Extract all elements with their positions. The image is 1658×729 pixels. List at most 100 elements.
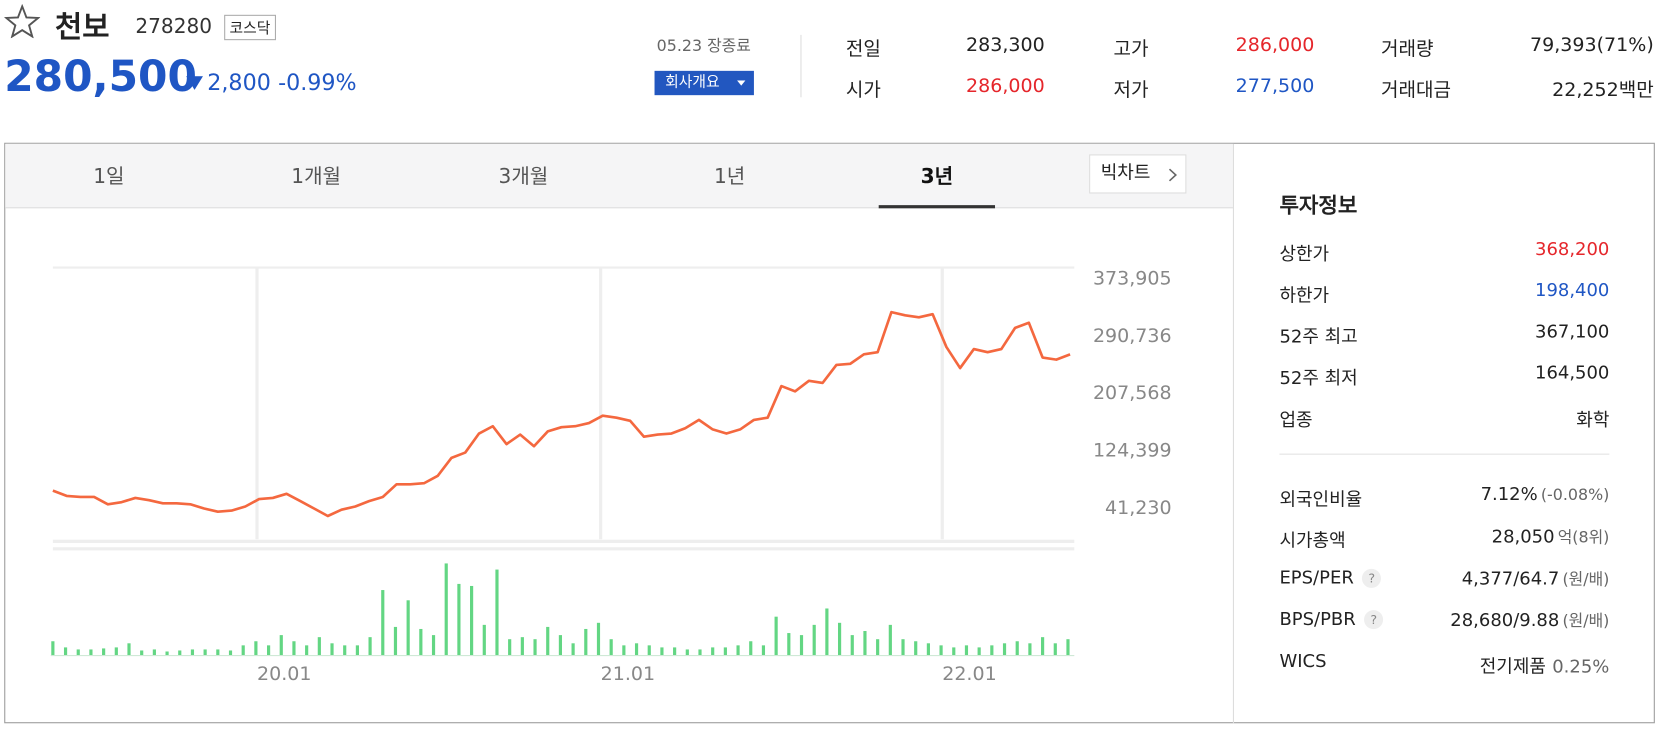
invest-number: 4,377/64.7 xyxy=(1461,568,1560,591)
invest-label: EPS/PER xyxy=(1279,567,1354,589)
x-tick-label: 20.01 xyxy=(257,663,311,685)
invest-value: 화학 xyxy=(1576,405,1609,431)
invest-row: 52주 최저 164,500 xyxy=(1279,363,1609,389)
quote-value: 286,000 xyxy=(966,75,1045,98)
volume-bar xyxy=(102,648,106,656)
invest-label: 업종 xyxy=(1279,410,1313,432)
volume-bar xyxy=(495,569,499,656)
volume-bar xyxy=(685,649,689,656)
invest-label: 시가총액 xyxy=(1279,530,1346,552)
volume-bar xyxy=(305,645,309,656)
volume-bar xyxy=(254,641,258,656)
invest-value: 4,377/64.7 (원/배) xyxy=(1462,568,1610,590)
volume-bar xyxy=(63,647,68,656)
quote-value: 286,000 xyxy=(1235,33,1315,57)
invest-number: 28,050 xyxy=(1491,526,1555,548)
invest-value: 28,050 억(8위) xyxy=(1492,526,1610,548)
invest-row: 상한가 368,200 xyxy=(1279,239,1609,265)
volume-bar xyxy=(89,649,93,656)
volume-bar xyxy=(634,643,639,656)
price-line xyxy=(52,310,1071,518)
invest-note: (원/배) xyxy=(1562,569,1610,589)
volume-bar xyxy=(647,645,651,656)
volume-bar xyxy=(419,628,423,656)
volume-bar xyxy=(812,624,816,656)
volume-bar xyxy=(914,641,918,656)
invest-row: 하한가 198,400 xyxy=(1279,280,1609,306)
invest-row: EPS/PER? 4,377/64.7 (원/배) xyxy=(1279,567,1610,590)
quote-label: 전일 xyxy=(845,38,881,61)
active-tab-underline xyxy=(878,205,996,209)
volume-bar xyxy=(698,649,702,656)
help-icon[interactable]: ? xyxy=(1364,610,1384,630)
x-tick-label: 21.01 xyxy=(601,663,655,685)
price-change: 2,800 xyxy=(207,69,271,96)
chevron xyxy=(1168,168,1178,182)
invest-value: 198,400 xyxy=(1535,280,1609,301)
y-tick-label: 124,399 xyxy=(1093,439,1172,461)
period-tab[interactable]: 1개월 xyxy=(291,164,342,189)
volume-bar xyxy=(431,635,436,656)
volume-bar xyxy=(140,650,144,656)
quote-unit: 백만 xyxy=(1618,79,1654,102)
stock-name: 천보 xyxy=(54,9,110,45)
volume-bar xyxy=(178,650,182,656)
volume-bar xyxy=(622,645,626,656)
volume-bar xyxy=(964,645,969,656)
volume-bar xyxy=(787,633,791,656)
quote-label: 고가 xyxy=(1113,38,1149,61)
period-tab[interactable]: 3년 xyxy=(920,164,954,189)
volume-bar xyxy=(939,645,943,656)
help-icon[interactable]: ? xyxy=(1362,568,1382,588)
invest-row: 업종 화학 xyxy=(1279,405,1609,431)
invest-number: 367,100 xyxy=(1535,321,1610,343)
volume-bar xyxy=(533,639,537,656)
volume-bar xyxy=(761,645,766,656)
divider xyxy=(800,34,802,98)
quote-value: 283,300 xyxy=(966,33,1045,57)
volume-bar xyxy=(952,647,956,656)
invest-number: 164,500 xyxy=(1535,362,1610,384)
y-tick-label: 41,230 xyxy=(1105,497,1172,519)
invest-value: 전기제품 0.25% xyxy=(1479,651,1610,678)
volume-bar xyxy=(114,647,118,656)
stock-code: 278280 xyxy=(135,14,213,39)
volume-bar xyxy=(241,645,245,656)
volume-bar xyxy=(888,624,892,656)
market-status: 05.23 장종료 xyxy=(656,35,751,55)
big-chart-button[interactable]: 빅차트 xyxy=(1089,154,1187,194)
volume-bar xyxy=(558,635,563,656)
big-chart-label[interactable]: 빅차트 xyxy=(1100,162,1151,184)
y-tick-label: 373,905 xyxy=(1093,267,1172,289)
volume-bar xyxy=(216,649,220,656)
volume-bar xyxy=(596,622,601,656)
x-tick-label: 22.01 xyxy=(942,663,996,685)
quote-value: 22,252백만 xyxy=(1480,75,1654,102)
volume-bar xyxy=(355,645,359,656)
company-button-label[interactable]: 회사개요 xyxy=(665,74,720,91)
quote-label: 거래대금 xyxy=(1380,79,1452,102)
volume-bar xyxy=(279,635,283,656)
period-tab[interactable]: 1일 xyxy=(93,164,125,189)
volume-bar xyxy=(749,641,753,656)
volume-bar xyxy=(190,649,195,656)
volume-bar xyxy=(343,645,347,656)
period-tab[interactable]: 3개월 xyxy=(498,164,549,189)
invest-value: 367,100 xyxy=(1535,321,1609,342)
volume-bar xyxy=(660,647,664,656)
volume-bar xyxy=(203,649,207,656)
volume-bar xyxy=(901,639,905,656)
company-button[interactable]: 회사개요 xyxy=(654,70,754,96)
invest-label: 외국인비율 xyxy=(1279,489,1363,511)
change-rate: -0.99% xyxy=(278,69,357,96)
volume-bar xyxy=(571,643,575,656)
volume-bar xyxy=(825,608,829,656)
invest-label: 52주 최고 xyxy=(1279,326,1358,348)
chart-panel xyxy=(4,142,1655,724)
favorite-star[interactable] xyxy=(4,4,41,39)
quote-value: 79,393(71%) xyxy=(1530,33,1654,57)
volume-bar xyxy=(711,647,715,656)
period-tab[interactable]: 1년 xyxy=(713,164,746,189)
invest-label: 상한가 xyxy=(1279,244,1330,266)
invest-number: 전기제품 xyxy=(1479,656,1546,678)
